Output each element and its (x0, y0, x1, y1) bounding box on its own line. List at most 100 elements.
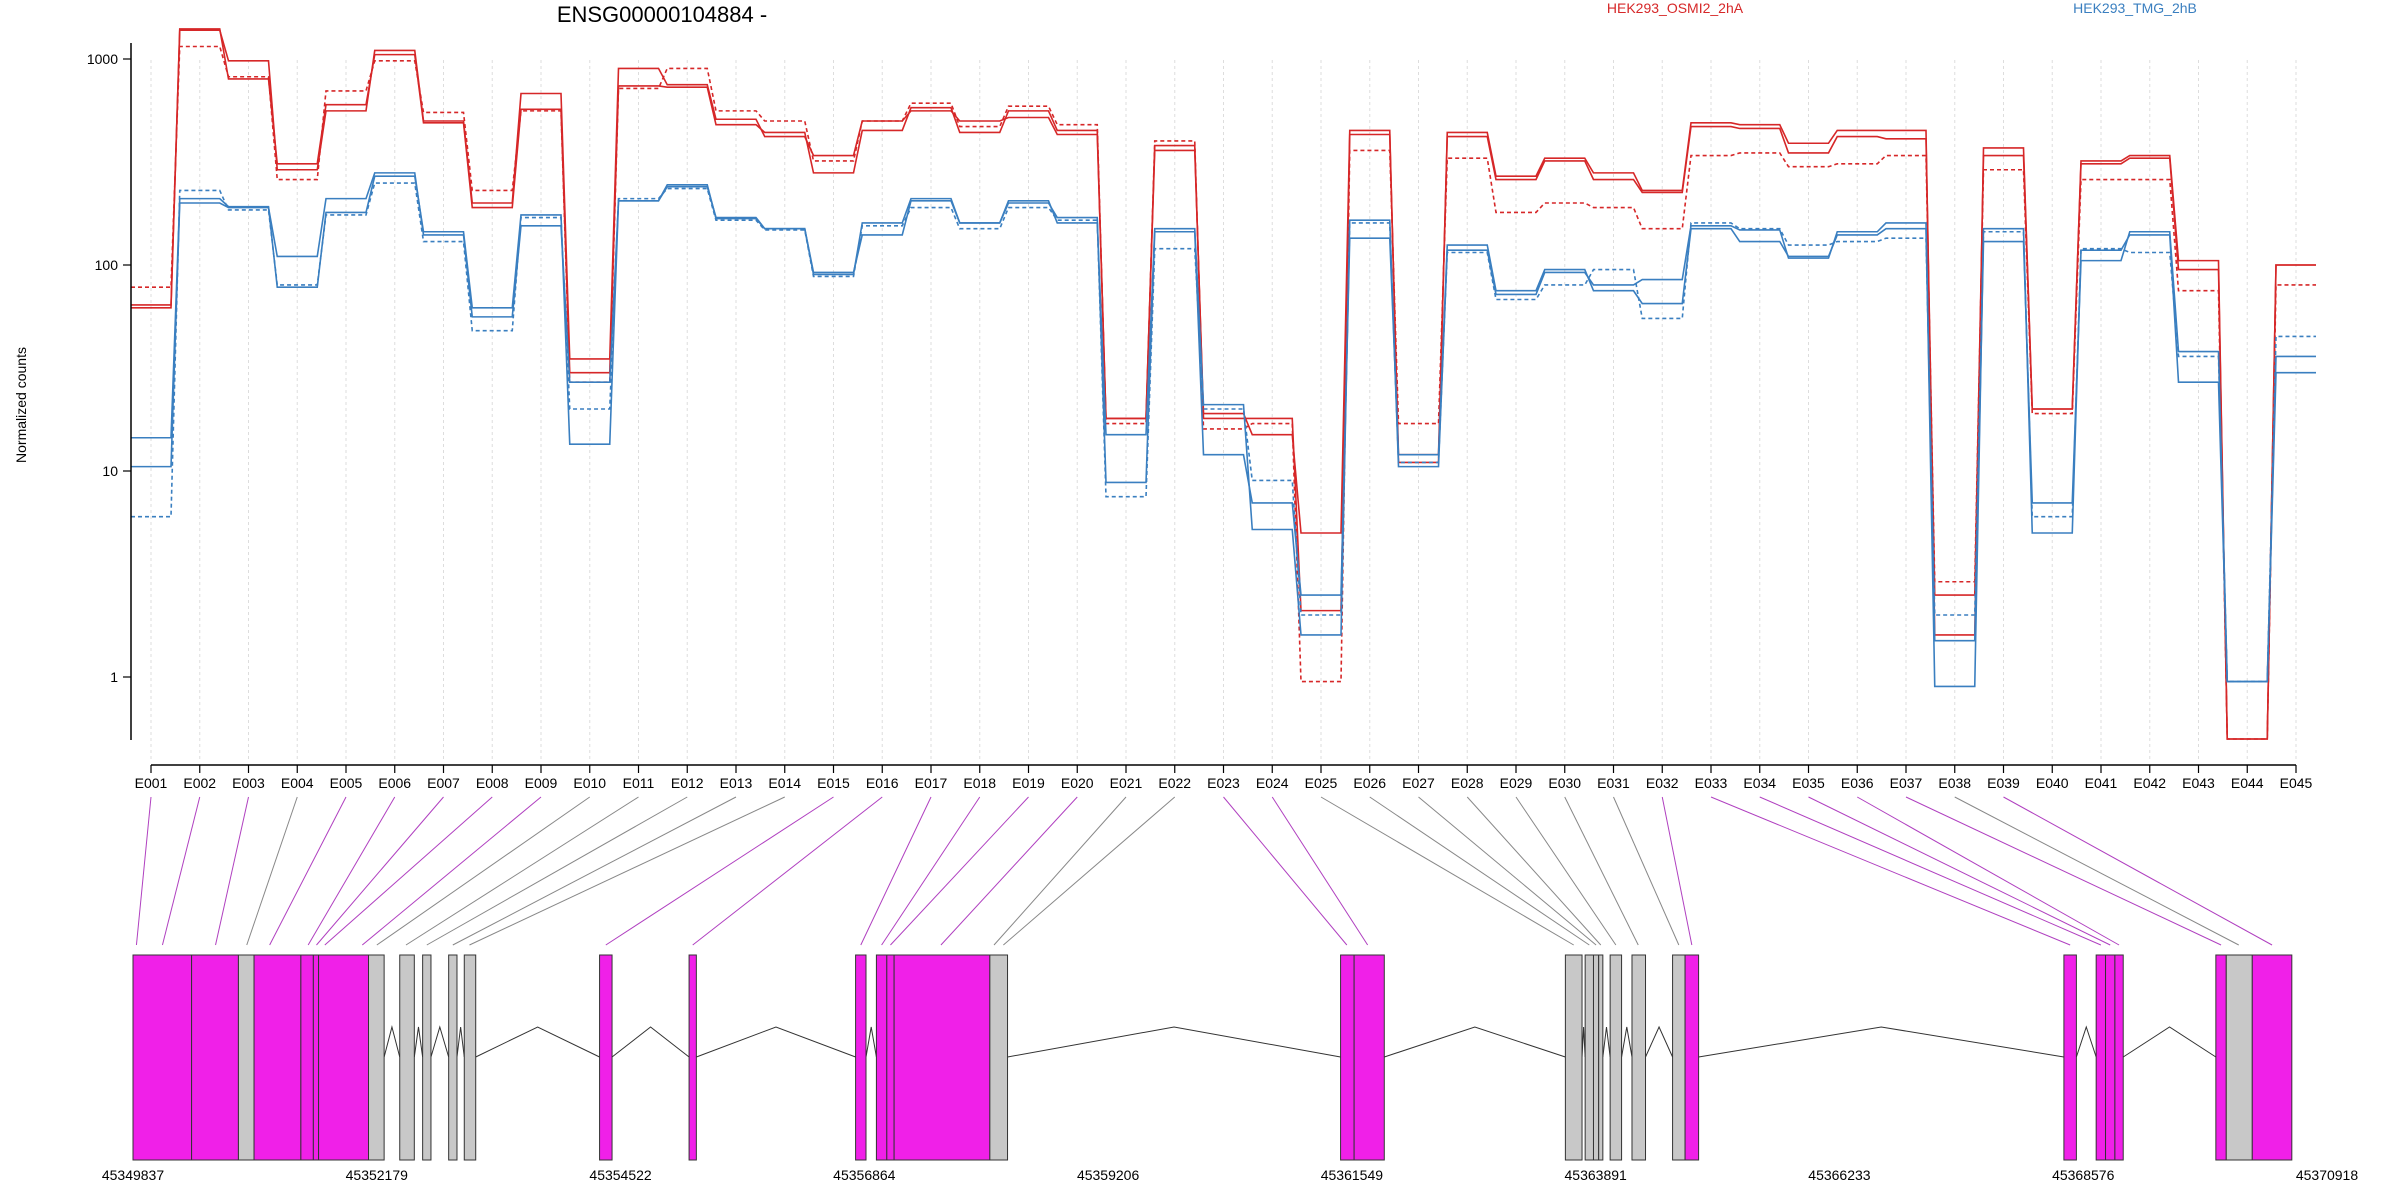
exon-box (1598, 954, 1604, 1161)
exon-box (1684, 954, 1700, 1161)
exon-connector-line (215, 796, 249, 946)
intron-line (383, 1025, 401, 1058)
coordinate-label: 45359206 (1077, 1167, 1140, 1183)
intron-line (430, 1025, 450, 1058)
exon-label: E037 (1890, 775, 1923, 791)
exon-connector-line (1759, 796, 2102, 946)
intron-line (456, 1026, 465, 1058)
exon-box (1592, 954, 1600, 1161)
coordinate-label: 45368576 (2052, 1167, 2115, 1183)
legend-label-tmg: HEK293_TMG_2hB (2073, 0, 2197, 16)
exon-label: E039 (1987, 775, 2020, 791)
exon-label: E005 (330, 775, 363, 791)
exon-label: E001 (135, 775, 168, 791)
exon-box (132, 954, 193, 1161)
exon-connector-line (692, 796, 883, 946)
exon-box (237, 954, 255, 1161)
exon-connector-line (426, 796, 688, 946)
exon-label: E021 (1110, 775, 1143, 791)
exon-connector-line (1320, 796, 1574, 946)
series-line (131, 172, 2316, 683)
exon-connector-line (860, 796, 932, 946)
exon-box (893, 954, 991, 1161)
series-lines (131, 28, 2316, 740)
exon-connector-line (993, 796, 1127, 946)
series-line (131, 28, 2316, 740)
exon-label: E042 (2133, 775, 2166, 791)
gene-model (132, 954, 2293, 1161)
exon-connector-line (324, 796, 493, 946)
coordinate-label: 45366233 (1808, 1167, 1871, 1183)
exon-box (2251, 954, 2293, 1161)
intron-line (696, 1026, 856, 1058)
exon-connector-line (1613, 796, 1680, 946)
exon-label: E015 (817, 775, 850, 791)
exon-label: E044 (2231, 775, 2264, 791)
exon-label: E036 (1841, 775, 1874, 791)
exon-box (2225, 954, 2253, 1161)
exon-box (1564, 954, 1583, 1161)
exon-box (368, 954, 385, 1161)
exon-box (688, 954, 697, 1161)
exon-box (1340, 954, 1355, 1161)
exon-connector-line (405, 796, 639, 946)
exon-connector-line (161, 796, 201, 946)
x-axis: E001 E002 E003 E004 E005 E006 E007 E008 E009 E010… (135, 764, 2313, 791)
exon-connector-line (1223, 796, 1348, 946)
exon-label: E023 (1207, 775, 1240, 791)
exon-box (989, 954, 1009, 1161)
intron-line (2075, 1025, 2097, 1058)
exon-box (1609, 954, 1623, 1161)
exon-label: E003 (232, 775, 265, 791)
exon-connector-line (452, 796, 737, 946)
exon-connector-line (1661, 796, 1693, 946)
exon-box (448, 954, 458, 1161)
exon-label: E028 (1451, 775, 1484, 791)
y-tick-label: 1000 (87, 51, 118, 67)
series-line (131, 29, 2316, 740)
exon-label: E043 (2182, 775, 2215, 791)
exon-box (422, 954, 432, 1161)
exon-box (253, 954, 302, 1161)
intron-line (611, 1026, 690, 1058)
exon-label: E045 (2280, 775, 2313, 791)
intron-line (865, 1026, 877, 1058)
exon-label: E020 (1061, 775, 1094, 791)
x-ticks: E001 E002 E003 E004 E005 E006 E007 E008 E009 E010… (135, 765, 2313, 791)
exon-connector-line (890, 796, 1029, 946)
exon-box (1584, 954, 1594, 1161)
exon-connector-lines (135, 796, 2273, 946)
exon-connector-line (1857, 796, 2120, 946)
coordinate-label: 45352179 (346, 1167, 409, 1183)
exon-connector-line (316, 796, 444, 946)
exon-label: E012 (671, 775, 704, 791)
coordinate-label: 45361549 (1321, 1167, 1384, 1183)
grid-lines (150, 60, 2297, 760)
exon-label: E031 (1597, 775, 1630, 791)
exon-label: E025 (1305, 775, 1338, 791)
exon-label: E004 (281, 775, 314, 791)
exon-box (2063, 954, 2077, 1161)
exon-box (2105, 954, 2116, 1161)
exon-connector-line (1808, 796, 2111, 946)
exon-connector-line (605, 796, 834, 946)
y-tick-label: 10 (102, 463, 118, 479)
exon-connector-line (1905, 796, 2222, 946)
exon-label: E040 (2036, 775, 2069, 791)
exon-connector-line (2003, 796, 2273, 946)
exon-label: E029 (1500, 775, 1533, 791)
intron-line (1698, 1026, 2064, 1058)
y-tick-label: 100 (95, 257, 119, 273)
exon-label: E007 (427, 775, 460, 791)
exon-label: E022 (1158, 775, 1191, 791)
exon-box (463, 954, 477, 1161)
exon-box (318, 954, 370, 1161)
exon-box (599, 954, 613, 1161)
y-axis-label: Normalized counts (13, 347, 29, 463)
intron-line (1384, 1026, 1566, 1058)
intron-line (1602, 1026, 1611, 1058)
exon-connector-line (881, 796, 981, 946)
exon-box (2114, 954, 2124, 1161)
exon-connector-line (1271, 796, 1369, 946)
exon-connector-line (269, 796, 347, 946)
